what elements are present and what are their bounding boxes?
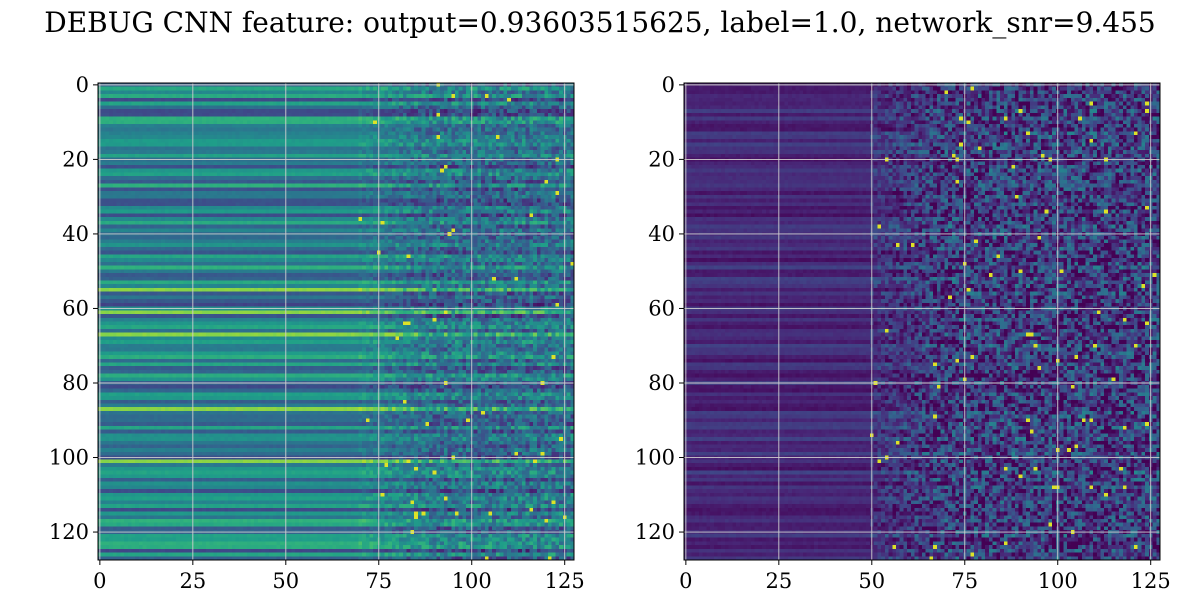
x-tick-label: 25 <box>179 569 206 593</box>
x-tick-label: 75 <box>951 569 978 593</box>
y-tick-label: 0 <box>76 73 89 97</box>
y-tick-label: 120 <box>635 520 675 544</box>
x-tick-label: 75 <box>365 569 392 593</box>
y-tick-label: 40 <box>62 222 89 246</box>
heatmap-image <box>98 83 574 560</box>
axes-frame <box>683 82 1161 561</box>
axes-frame <box>97 82 575 561</box>
y-tick-label: 60 <box>648 296 675 320</box>
x-tick-label: 100 <box>452 569 492 593</box>
y-tick-label: 80 <box>648 371 675 395</box>
x-tick-label: 0 <box>93 569 106 593</box>
x-tick-label: 125 <box>1131 569 1171 593</box>
x-tick-label: 125 <box>545 569 585 593</box>
y-tick-label: 120 <box>49 520 89 544</box>
x-tick-label: 50 <box>272 569 299 593</box>
y-tick-label: 80 <box>62 371 89 395</box>
y-tick-label: 0 <box>662 73 675 97</box>
x-tick-label: 100 <box>1038 569 1078 593</box>
y-tick-label: 20 <box>62 147 89 171</box>
figure-title: DEBUG CNN feature: output=0.93603515625,… <box>44 6 1156 39</box>
y-tick-label: 20 <box>648 147 675 171</box>
x-tick-label: 50 <box>858 569 885 593</box>
x-tick-label: 0 <box>679 569 692 593</box>
y-tick-label: 100 <box>49 446 89 470</box>
x-tick-label: 25 <box>765 569 792 593</box>
y-tick-label: 60 <box>62 296 89 320</box>
y-tick-label: 40 <box>648 222 675 246</box>
heatmap-image <box>684 83 1160 560</box>
y-tick-label: 100 <box>635 446 675 470</box>
